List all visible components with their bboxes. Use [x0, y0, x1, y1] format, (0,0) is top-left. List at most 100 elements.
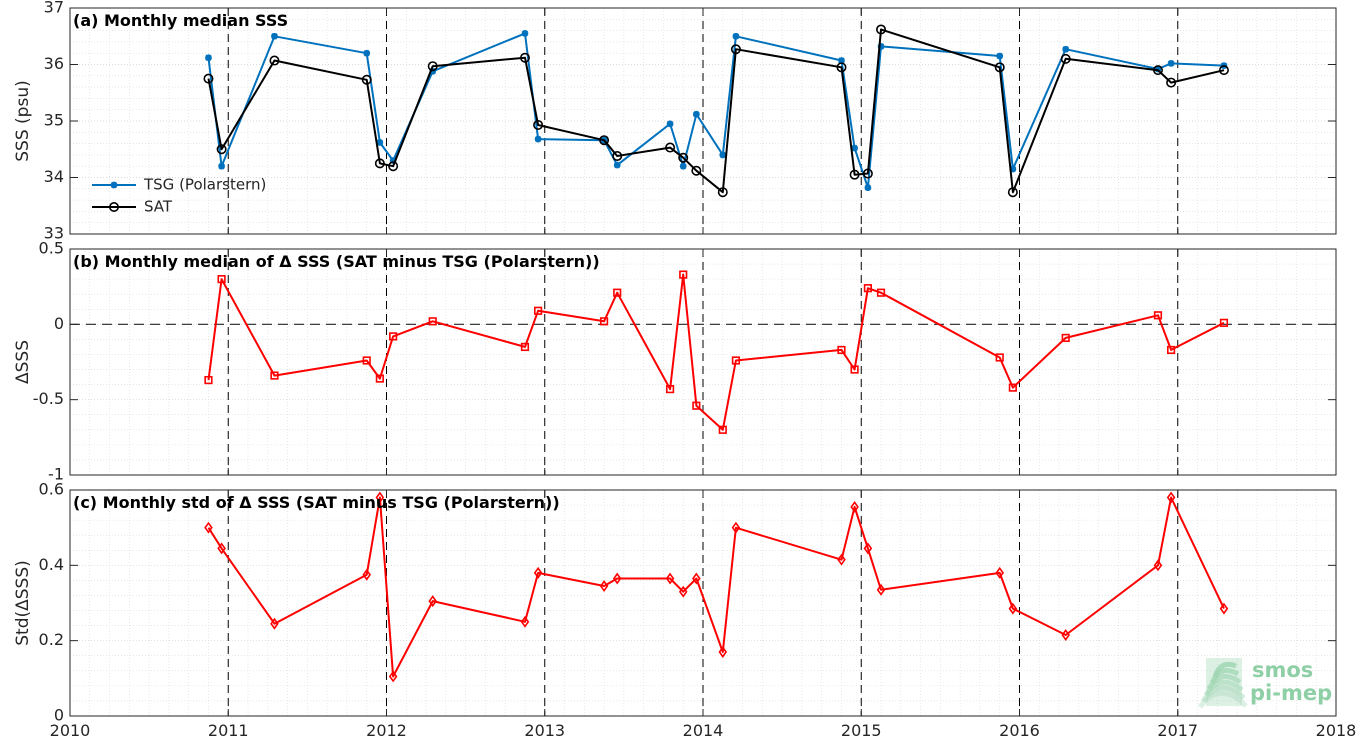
data-point: [864, 184, 872, 191]
data-point: [271, 32, 278, 40]
data-point: [205, 54, 212, 62]
data-point: [599, 317, 609, 326]
data-point: [1153, 559, 1163, 572]
series-line: [207, 28, 1225, 194]
data-point: [837, 553, 846, 566]
data-point: [1218, 65, 1229, 76]
series-line: [207, 273, 1225, 431]
data-point: [995, 566, 1005, 579]
series-tsg-polarstern: [205, 30, 1228, 191]
data-point: [679, 162, 687, 170]
data-point: [1008, 383, 1017, 392]
data-point: [375, 374, 384, 383]
data-point: [599, 135, 610, 146]
data-point: [994, 62, 1005, 73]
legend-entry: SAT: [144, 198, 173, 216]
panel-title: (c) Monthly std of Δ SSS (SAT minus TSG …: [73, 493, 560, 512]
data-point: [521, 30, 529, 37]
data-point: [691, 165, 702, 176]
data-point: [665, 142, 676, 153]
data-point: [849, 169, 860, 180]
data-point: [876, 288, 886, 297]
data-point: [428, 595, 437, 608]
data-point: [388, 670, 398, 683]
data-point: [995, 353, 1004, 362]
data-point: [427, 61, 438, 72]
data-point: [270, 371, 279, 380]
data-point: [719, 151, 727, 159]
data-point: [613, 288, 622, 297]
data-point: [375, 491, 385, 504]
ytick-label: 0: [54, 706, 64, 725]
data-point: [851, 144, 858, 152]
data-point: [837, 345, 846, 355]
ytick-label: -0.5: [33, 389, 64, 408]
data-point: [838, 57, 845, 64]
data-point: [612, 151, 623, 162]
data-point: [362, 356, 371, 365]
data-point: [204, 375, 213, 385]
ytick-label: 0.6: [39, 480, 64, 499]
data-point: [216, 144, 227, 155]
data-point: [217, 275, 226, 284]
data-point: [613, 161, 621, 169]
data-point: [850, 500, 859, 513]
xtick-label: 2014: [683, 721, 724, 740]
data-point: [1152, 65, 1163, 76]
data-point: [534, 135, 542, 143]
data-point: [1062, 45, 1070, 53]
series-line: [207, 32, 1225, 189]
ytick-label: 35: [44, 111, 64, 130]
data-point: [1219, 602, 1229, 615]
xtick-label: 2012: [366, 721, 407, 740]
xtick-label: 2013: [524, 721, 565, 740]
ylabel: Std(ΔSSS): [13, 560, 33, 646]
xtick-label: 2010: [50, 721, 91, 740]
panel-c: 0 0.2 0.4 0.6 2010 2011 2012 2013 2014 2015 2016 20…: [13, 480, 1356, 741]
data-point: [717, 187, 728, 198]
data-point: [1007, 187, 1018, 198]
ylabel: SSS (psu): [13, 80, 33, 161]
data-point: [996, 52, 1004, 60]
series-delta-sss: [204, 270, 1229, 434]
data-point: [389, 332, 398, 341]
data-point: [665, 385, 675, 394]
legend-marker: [109, 202, 120, 213]
data-point: [863, 542, 873, 555]
data-point: [730, 44, 741, 55]
data-point: [1153, 311, 1163, 320]
data-point: [519, 52, 530, 63]
legend: TSG (Polarstern) SAT: [92, 176, 266, 216]
data-point: [1219, 318, 1229, 327]
data-point: [876, 583, 886, 596]
ytick-label: 0.4: [39, 555, 64, 574]
panel-b: -1 -0.5 0 0.5 ΔSSS (b) Monthly median of Δ SS…: [13, 239, 1337, 484]
data-point: [678, 152, 689, 163]
legend-entry: TSG (Polarstern): [143, 176, 266, 194]
data-point: [1008, 602, 1018, 615]
data-point: [533, 119, 544, 130]
data-point: [1009, 165, 1017, 173]
legend-marker: [110, 181, 118, 189]
data-point: [731, 521, 741, 534]
data-point: [204, 521, 213, 534]
data-point: [862, 168, 873, 179]
data-point: [678, 585, 688, 598]
data-point: [1154, 65, 1162, 73]
data-point: [732, 32, 740, 40]
data-point: [850, 365, 859, 374]
data-point: [836, 62, 847, 73]
data-point: [203, 73, 214, 84]
ytick-label: 33: [44, 224, 64, 243]
series-delta-sss: [204, 491, 1229, 683]
series-line: [207, 496, 1225, 678]
data-point: [877, 43, 885, 50]
data-point: [718, 425, 727, 434]
logo-wave-graphic: [1197, 658, 1248, 709]
data-point: [520, 615, 530, 628]
data-point: [270, 617, 279, 630]
panel-title: (a) Monthly median SSS: [73, 11, 288, 30]
data-point: [534, 306, 543, 315]
series-sat: [203, 24, 1229, 198]
